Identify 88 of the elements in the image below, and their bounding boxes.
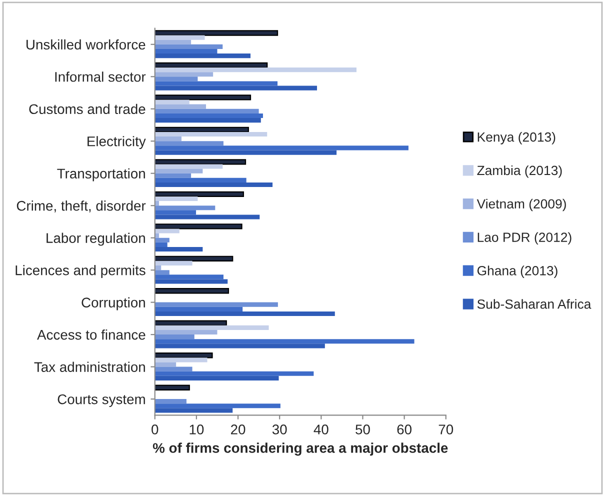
- bar: [154, 256, 234, 262]
- bar: [154, 182, 273, 188]
- x-axis-title: % of firms considering area a major obstacle: [152, 442, 448, 456]
- bar: [154, 330, 218, 335]
- y-tick-label: Labor regulation: [46, 232, 145, 246]
- bar: [154, 306, 243, 312]
- bar: [154, 206, 216, 210]
- bar: [154, 146, 408, 150]
- bar: [154, 118, 261, 123]
- y-tick-label: Informal sector: [55, 72, 146, 82]
- bar: [154, 404, 280, 408]
- y-tick-label: Transportation: [57, 168, 145, 182]
- bar: [154, 358, 208, 362]
- bar: [154, 72, 214, 77]
- legend-label: Zambia (2013): [477, 165, 562, 178]
- bar: [154, 30, 278, 36]
- bar: [154, 141, 224, 146]
- bar: [154, 279, 228, 284]
- bar: [154, 94, 252, 100]
- x-tick-label: 20: [231, 424, 246, 434]
- bar: [154, 191, 244, 198]
- y-tick-label: Electricity: [88, 136, 146, 150]
- bar: [154, 260, 192, 266]
- y-tick-label: Customs and trade: [29, 104, 146, 114]
- bar: [154, 113, 263, 118]
- bar: [154, 196, 198, 202]
- bar: [154, 178, 246, 182]
- bar: [154, 164, 223, 169]
- legend-label: Lao PDR (2012): [478, 232, 572, 245]
- bar: [154, 81, 278, 86]
- bar: [154, 246, 203, 252]
- y-tick-label: Courts system: [58, 394, 145, 407]
- x-tick-label: 50: [356, 424, 370, 434]
- bar: [154, 371, 314, 376]
- bar: [154, 159, 246, 165]
- bar: [154, 311, 335, 316]
- y-tick-label: Corruption: [82, 297, 145, 310]
- x-tick-label: 0: [152, 424, 158, 434]
- bar: [154, 210, 196, 215]
- bar: [154, 366, 192, 372]
- y-tick-label: Crime, theft, disorder: [16, 200, 146, 212]
- bar: [154, 108, 259, 114]
- bar: [154, 399, 186, 404]
- bar: [154, 214, 260, 220]
- bar: [154, 35, 205, 40]
- bar: [154, 325, 269, 330]
- bar: [154, 270, 170, 275]
- bar: [154, 132, 268, 137]
- bar: [154, 173, 192, 178]
- bar: [154, 288, 230, 294]
- bar: [154, 344, 325, 348]
- bar: [154, 104, 206, 109]
- bar: [154, 44, 223, 49]
- bar: [154, 274, 224, 280]
- bar: [154, 334, 194, 340]
- y-tick-label: Unskilled workforce: [26, 39, 146, 50]
- bar: [154, 376, 279, 380]
- bar: [154, 168, 203, 174]
- bar: [154, 100, 190, 104]
- x-tick-label: 30: [272, 424, 287, 434]
- bar: [154, 242, 168, 247]
- bar: [154, 362, 176, 367]
- bar: [154, 228, 180, 234]
- y-tick-label: Access to finance: [37, 330, 146, 340]
- bar: [154, 76, 198, 82]
- bar: [154, 339, 414, 344]
- x-tick-label: 40: [314, 424, 328, 434]
- bar: [154, 384, 190, 390]
- bar: [154, 302, 278, 307]
- x-tick-label: 10: [190, 424, 204, 434]
- y-tick-label: Licences and permits: [16, 265, 146, 278]
- y-tick-label: Tax administration: [34, 362, 145, 372]
- bar: [154, 48, 218, 54]
- bar: [154, 136, 182, 142]
- x-tick-label: 70: [438, 424, 454, 434]
- legend-label: Sub-Saharan Africa: [477, 299, 592, 309]
- bar: [154, 86, 318, 90]
- legend-label: Kenya (2013): [478, 132, 556, 144]
- bar: [154, 40, 192, 44]
- bar: [154, 67, 357, 72]
- x-tick-label: 60: [397, 424, 412, 434]
- bar: [154, 224, 242, 230]
- legend-label: Ghana (2013): [477, 266, 558, 278]
- bar: [154, 150, 337, 155]
- bar: [154, 408, 233, 413]
- bar: [154, 238, 170, 242]
- legend-label: Vietnam (2009): [476, 198, 566, 212]
- bar: [154, 54, 250, 58]
